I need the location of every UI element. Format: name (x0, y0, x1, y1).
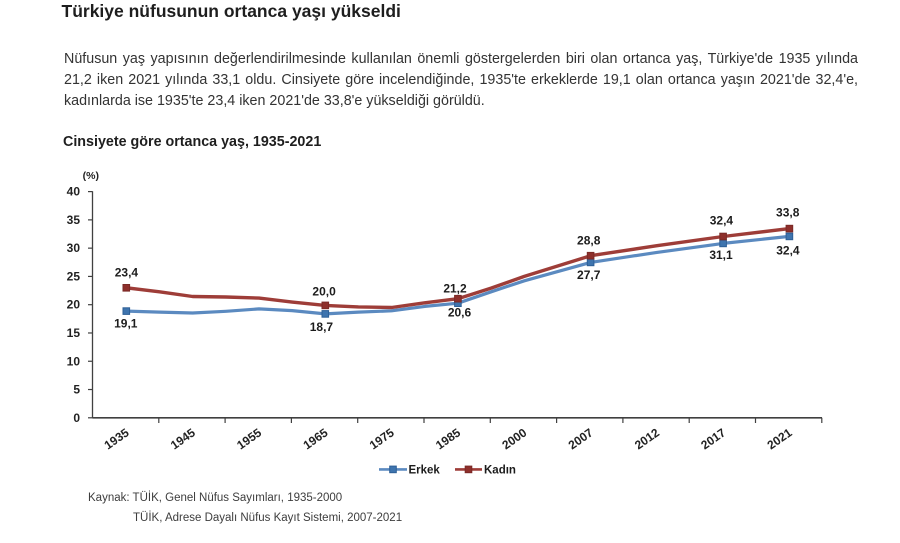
svg-text:25: 25 (67, 269, 81, 283)
svg-text:1975: 1975 (367, 425, 397, 452)
svg-text:15: 15 (67, 326, 81, 340)
svg-text:2017: 2017 (698, 425, 728, 452)
svg-text:1945: 1945 (168, 425, 198, 452)
svg-text:2012: 2012 (632, 425, 662, 452)
svg-text:1935: 1935 (102, 425, 132, 452)
svg-text:33,8: 33,8 (776, 205, 800, 219)
svg-text:20,6: 20,6 (448, 306, 472, 320)
svg-text:32,4: 32,4 (776, 244, 800, 258)
svg-text:2007: 2007 (566, 425, 596, 452)
svg-text:35: 35 (67, 213, 81, 227)
svg-text:5: 5 (73, 383, 80, 397)
svg-text:27,7: 27,7 (577, 268, 601, 282)
svg-text:Erkek: Erkek (409, 465, 441, 477)
svg-text:Kadın: Kadın (484, 465, 516, 477)
svg-text:1965: 1965 (301, 425, 331, 452)
svg-text:40: 40 (67, 185, 81, 199)
svg-text:1985: 1985 (433, 425, 463, 452)
svg-text:31,1: 31,1 (709, 248, 733, 262)
svg-text:2000: 2000 (499, 425, 529, 452)
svg-text:10: 10 (67, 354, 81, 368)
svg-text:20,0: 20,0 (312, 284, 336, 298)
svg-text:32,4: 32,4 (710, 214, 734, 228)
svg-text:2021: 2021 (765, 425, 795, 452)
svg-text:18,7: 18,7 (310, 320, 334, 334)
svg-text:20: 20 (67, 298, 81, 312)
svg-text:1955: 1955 (234, 425, 264, 452)
svg-text:19,1: 19,1 (114, 317, 138, 331)
svg-text:(%): (%) (83, 170, 99, 182)
svg-text:30: 30 (67, 241, 81, 255)
svg-text:28,8: 28,8 (577, 234, 601, 248)
svg-text:0: 0 (73, 411, 80, 425)
svg-text:23,4: 23,4 (115, 266, 139, 280)
svg-text:21,2: 21,2 (443, 281, 467, 295)
